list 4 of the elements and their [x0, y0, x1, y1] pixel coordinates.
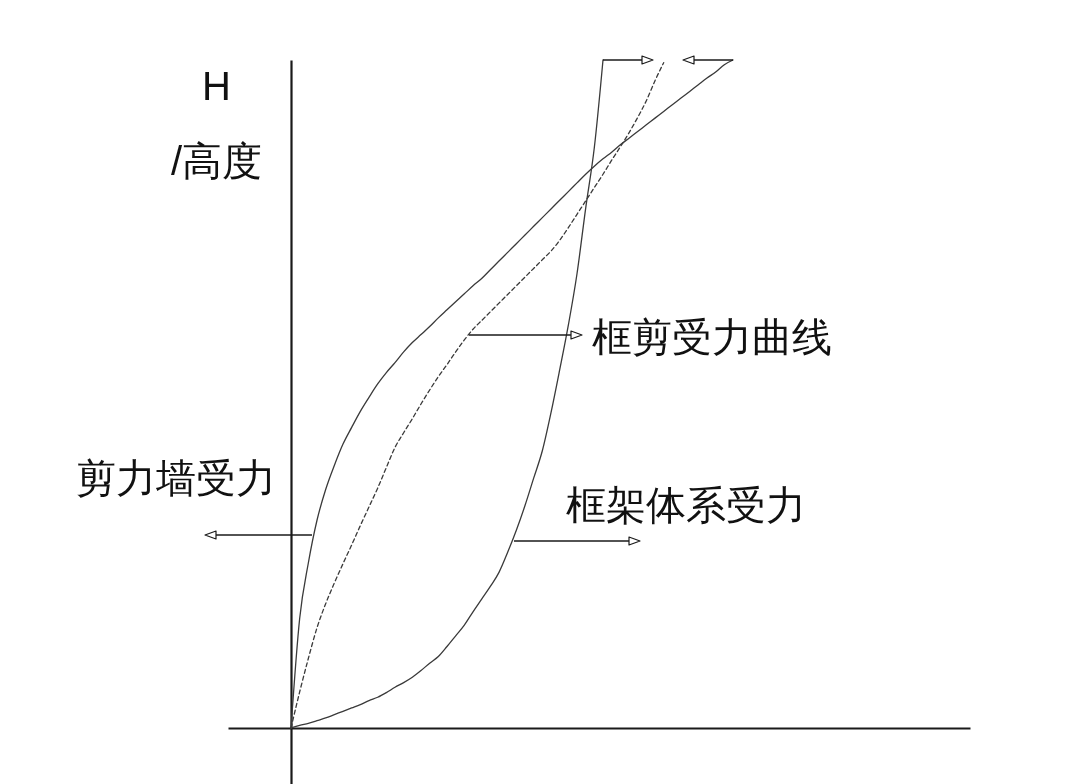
annotation: 框架体系受力	[566, 483, 806, 527]
y-axis-title: H /高度	[170, 63, 263, 183]
text: 剪力墙受力	[76, 456, 276, 500]
annotation: 框剪受力曲线	[592, 315, 832, 359]
